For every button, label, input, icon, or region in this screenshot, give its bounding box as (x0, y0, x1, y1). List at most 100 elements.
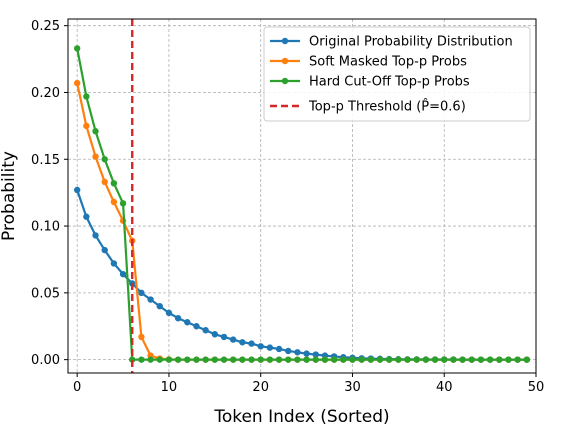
series-3-point (147, 356, 154, 363)
series-3-point (266, 356, 274, 363)
x-tick-label: 0 (73, 380, 81, 395)
series-3-point (73, 45, 81, 52)
series-3-point (193, 356, 200, 363)
series-1-point (285, 347, 292, 355)
x-axis-label: Token Index (Sorted) (213, 407, 389, 426)
x-tick-label: 30 (344, 380, 361, 395)
legend-label: Hard Cut-Off Top-p Probs (309, 75, 470, 90)
series-1-point (73, 186, 81, 194)
series-1-point (202, 327, 209, 334)
legend-box (263, 26, 531, 122)
series-3-point (83, 93, 90, 100)
series-3-point (340, 356, 347, 363)
series-3-point (285, 356, 292, 363)
series-1-point (184, 319, 191, 326)
series-3-point (229, 356, 237, 363)
y-tick-label: 0.00 (31, 353, 60, 368)
series-3-point (312, 356, 319, 363)
series-3-point (477, 356, 485, 363)
series-3-point (431, 356, 439, 363)
series-1-point (220, 333, 228, 341)
legend: Original Probability Distribution Soft Ma… (263, 26, 531, 122)
series-1-point (156, 303, 163, 310)
legend-entry: Soft Masked Top-p Probs (270, 55, 467, 70)
series-3-point (202, 356, 209, 363)
series-3-point (303, 356, 310, 363)
series-1-point (312, 351, 319, 358)
series-3-point (404, 356, 411, 363)
legend-entry: Original Probability Distribution (270, 35, 513, 50)
series-3-point (413, 356, 420, 363)
series-1-point (101, 246, 108, 254)
series-3-point (505, 356, 512, 363)
series-3-point (156, 356, 163, 363)
series-3-point (220, 356, 228, 363)
series-1-point (211, 331, 219, 338)
legend-marker (281, 77, 289, 85)
series-3-point (138, 356, 145, 363)
series-1-point (239, 339, 246, 346)
series-3 (73, 45, 531, 363)
series-3-point (239, 356, 246, 363)
series-3-point (92, 128, 99, 135)
y-tick-label: 0.25 (31, 19, 60, 34)
series-1-point (147, 296, 154, 303)
series-3-point (101, 156, 108, 163)
legend-label: Original Probability Distribution (309, 35, 513, 50)
series-1-point (257, 343, 264, 350)
series-3-point (184, 356, 191, 363)
legend-marker (281, 37, 289, 45)
series-3-point (422, 356, 430, 363)
series-3-point (376, 356, 384, 363)
series-1-point (294, 349, 301, 356)
series-3-point (385, 356, 393, 363)
series-3-point (349, 356, 356, 363)
series-3-point (257, 356, 264, 363)
series-1-point (110, 260, 118, 267)
x-tick-label: 40 (436, 380, 453, 395)
series-3-point (165, 356, 173, 363)
series-3-point (523, 356, 531, 363)
legend-entry: Top-p Threshold (P̂=0.6) (270, 99, 466, 115)
series-3-point (129, 356, 136, 363)
series-3-point (211, 356, 219, 363)
series-1-point (174, 315, 182, 322)
series-layer (73, 45, 531, 363)
series-3-point (496, 356, 503, 363)
series-3-point (450, 356, 457, 363)
series-3-point (321, 356, 329, 363)
series-3-point (330, 356, 338, 363)
series-3-point (119, 200, 127, 207)
y-tick-label: 0.10 (31, 220, 60, 235)
plot-frame (67, 18, 537, 374)
series-3-point (395, 356, 402, 363)
legend-label: Top-p Threshold (P̂=0.6) (308, 99, 466, 114)
series-3-point (275, 356, 283, 363)
x-tick-label: 20 (252, 380, 269, 395)
series-3-point (468, 356, 475, 363)
series-1-point (92, 232, 99, 239)
series-3-point (248, 356, 255, 363)
axis-ticks: 0 10 20 30 40 50 0.00 0.05 0.10 0.15 0.20 0.25 (31, 19, 544, 395)
y-tick-label: 0.05 (31, 286, 60, 301)
series-3-point (367, 356, 375, 363)
series-3-point (358, 356, 365, 363)
series-3-point (110, 180, 118, 187)
series-1-point (165, 309, 173, 317)
series-2-point (110, 198, 118, 206)
x-tick-label: 10 (161, 380, 178, 395)
series-1-point (275, 345, 283, 353)
series-1-point (266, 344, 274, 351)
series-2-point (92, 153, 99, 160)
x-tick-label: 50 (528, 380, 545, 395)
series-3-point (441, 356, 448, 363)
series-2-point (138, 333, 145, 341)
series-2-point (83, 122, 90, 130)
series-1-point (229, 336, 237, 343)
series-1-point (83, 213, 90, 220)
series-2-point (73, 79, 81, 87)
series-1-point (248, 340, 255, 347)
series-3-point (294, 356, 301, 363)
y-tick-label: 0.20 (31, 86, 60, 101)
